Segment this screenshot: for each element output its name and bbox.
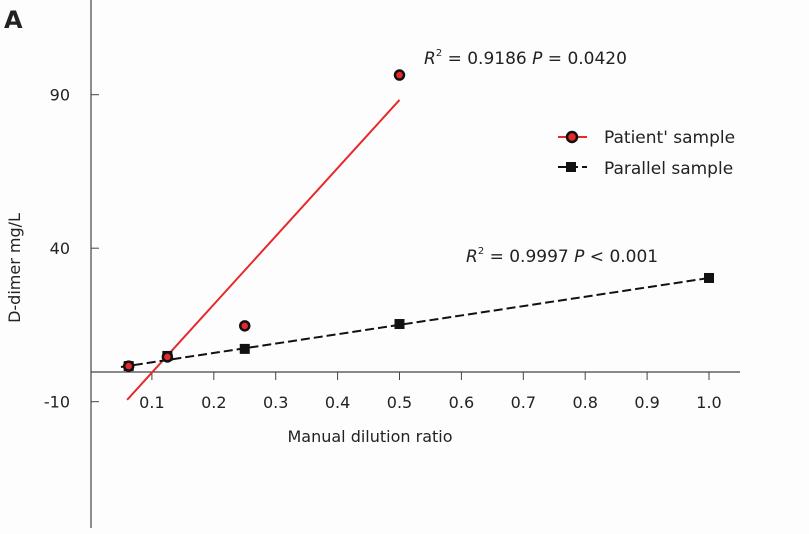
x-tick-label: 0.6 [449,393,474,412]
y-axis-label: D-dimer mg/L [5,213,24,323]
x-tick-label: 0.3 [263,393,288,412]
legend: Patient' sample Parallel sample [558,128,735,179]
x-tick-label: 0.9 [634,393,659,412]
legend-label-patient: Patient' sample [604,128,735,148]
annotation-patient: R2 = 0.9186 P = 0.0420 [424,48,627,69]
legend-marker-parallel [566,162,576,172]
point-patient [161,351,174,363]
point-parallel [394,319,405,330]
x-tick-label: 0.4 [325,393,350,412]
annotation-parallel: R2 = 0.9997 P < 0.001 [466,246,658,267]
x-axis-label: Manual dilution ratio [287,427,452,446]
x-tick-label: 0.2 [201,393,226,412]
point-patient [393,69,406,81]
x-tick-label: 1.0 [696,393,721,412]
panel-label: A [4,6,23,34]
x-tick-label: 0.8 [572,393,597,412]
legend-marker-patient [565,130,579,144]
point-parallel [239,343,250,354]
y-tick-label: 90 [50,86,70,105]
legend-label-parallel: Parallel sample [604,159,733,179]
point-parallel [704,272,714,283]
x-tick-label: 0.7 [511,393,536,412]
fit-line-1 [120,276,710,368]
fit-line-0 [126,99,401,401]
x-tick-label: 0.1 [139,393,164,412]
y-tick-label: -10 [44,393,70,412]
point-patient [122,360,135,372]
point-patient [239,320,251,332]
x-tick-label: 0.5 [387,393,412,412]
y-tick-label: 40 [50,239,70,258]
